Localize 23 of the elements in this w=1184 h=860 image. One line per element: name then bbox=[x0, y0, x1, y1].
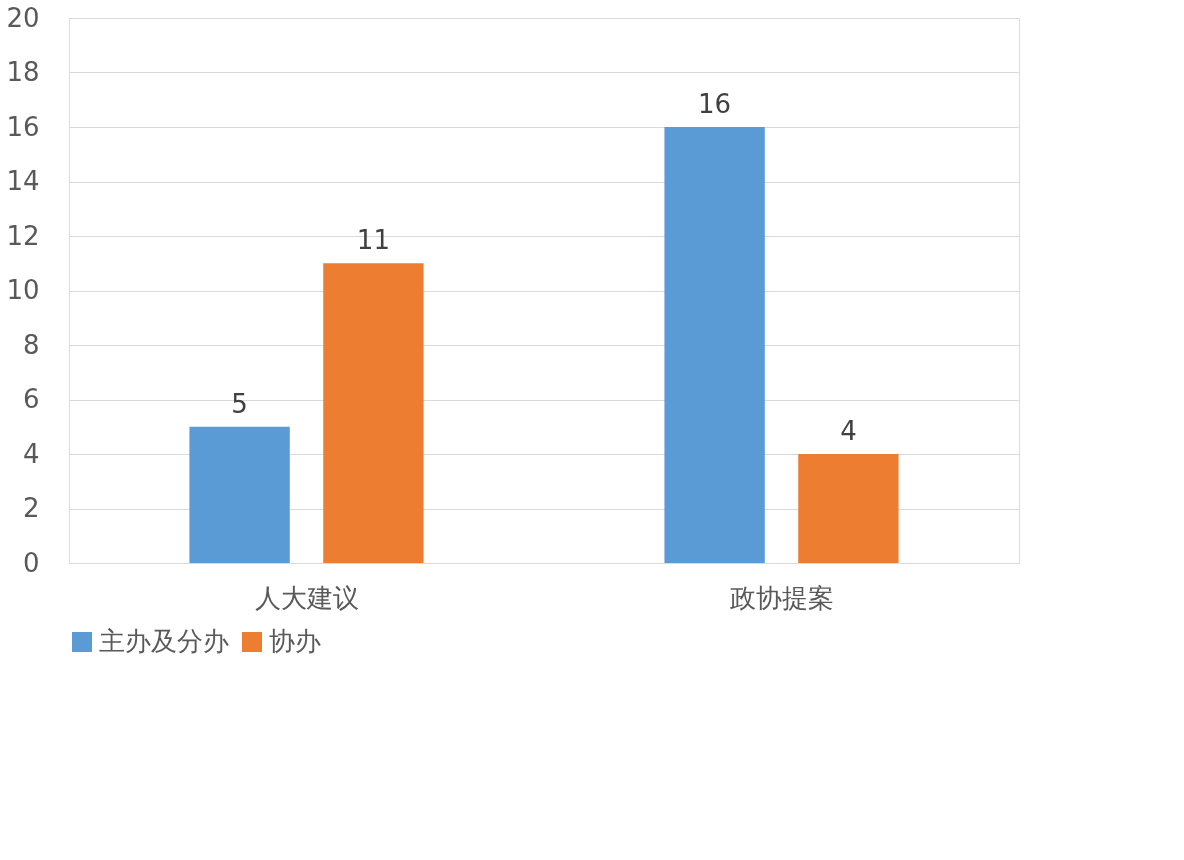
data-label: 16 bbox=[698, 89, 732, 119]
y-tick-label: 4 bbox=[22, 438, 40, 469]
x-tick-label: 人大建议 bbox=[254, 582, 359, 613]
y-tick-label: 20 bbox=[6, 2, 40, 33]
bar bbox=[664, 127, 765, 563]
data-label: 5 bbox=[231, 388, 248, 419]
y-tick-label: 14 bbox=[6, 166, 40, 196]
x-tick-label: 政协提案 bbox=[729, 582, 834, 613]
y-tick-label: 6 bbox=[22, 384, 40, 414]
y-tick-label: 10 bbox=[6, 275, 40, 305]
legend-label: 主办及分办 bbox=[99, 626, 229, 656]
bar bbox=[189, 426, 290, 563]
data-label: 4 bbox=[840, 416, 857, 446]
data-label: 11 bbox=[356, 225, 390, 256]
y-tick-label: 2 bbox=[22, 493, 40, 523]
y-tick-label: 0 bbox=[22, 547, 40, 578]
bar bbox=[323, 263, 424, 563]
legend-label: 协办 bbox=[269, 626, 321, 656]
y-tick-label: 12 bbox=[6, 220, 40, 251]
y-tick-label: 8 bbox=[22, 329, 40, 360]
y-tick-label: 16 bbox=[6, 111, 40, 142]
bar bbox=[798, 454, 899, 563]
y-tick-label: 18 bbox=[6, 57, 40, 87]
